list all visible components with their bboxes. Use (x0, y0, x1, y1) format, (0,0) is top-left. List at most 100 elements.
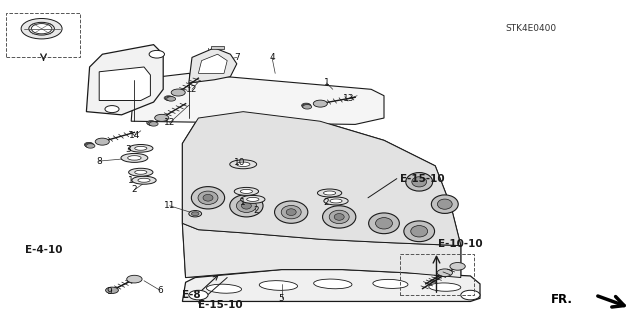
Ellipse shape (330, 199, 342, 203)
Polygon shape (198, 54, 227, 73)
Circle shape (95, 138, 109, 145)
Circle shape (155, 114, 169, 121)
Circle shape (164, 96, 173, 100)
Circle shape (450, 263, 465, 270)
Text: 12: 12 (186, 85, 198, 94)
Text: 8: 8 (97, 157, 102, 166)
Circle shape (31, 24, 52, 34)
Ellipse shape (259, 281, 298, 290)
Ellipse shape (230, 195, 263, 217)
Ellipse shape (241, 189, 253, 193)
Circle shape (85, 143, 94, 148)
Ellipse shape (376, 218, 392, 229)
Text: STK4E0400: STK4E0400 (506, 24, 557, 33)
Text: 9: 9 (106, 287, 111, 296)
Polygon shape (189, 48, 237, 83)
Ellipse shape (286, 209, 296, 216)
Circle shape (86, 144, 95, 148)
Text: 1: 1 (324, 78, 329, 87)
Ellipse shape (138, 178, 150, 182)
Text: E-15-10: E-15-10 (400, 174, 445, 184)
Circle shape (461, 290, 480, 300)
Ellipse shape (230, 160, 257, 169)
Ellipse shape (314, 279, 352, 289)
Ellipse shape (437, 199, 452, 209)
Circle shape (106, 287, 118, 293)
Circle shape (105, 106, 119, 113)
Circle shape (303, 105, 312, 109)
Polygon shape (182, 112, 461, 278)
Ellipse shape (241, 195, 265, 204)
Ellipse shape (334, 214, 344, 220)
Ellipse shape (241, 203, 252, 209)
Ellipse shape (323, 206, 356, 228)
Ellipse shape (317, 189, 342, 197)
Text: 6: 6 (157, 286, 163, 295)
Polygon shape (182, 223, 461, 278)
Text: 1: 1 (241, 198, 246, 207)
Text: 1: 1 (129, 176, 134, 185)
Ellipse shape (406, 173, 433, 191)
Ellipse shape (129, 145, 153, 152)
Circle shape (301, 103, 310, 108)
Text: FR.: FR. (551, 293, 573, 306)
Circle shape (127, 275, 142, 283)
Ellipse shape (412, 177, 427, 187)
Circle shape (437, 269, 452, 277)
Text: 2: 2 (132, 185, 137, 194)
Text: E-15-10: E-15-10 (198, 300, 243, 310)
Text: 12: 12 (164, 118, 175, 127)
Bar (6, 13, 80, 57)
Ellipse shape (431, 195, 458, 213)
Text: 2: 2 (324, 198, 329, 207)
Circle shape (302, 104, 311, 108)
Text: 14: 14 (129, 131, 140, 140)
Circle shape (171, 89, 185, 96)
Ellipse shape (135, 146, 147, 150)
Ellipse shape (411, 226, 428, 237)
Ellipse shape (281, 205, 301, 219)
Text: 4: 4 (269, 53, 275, 62)
Ellipse shape (129, 168, 153, 176)
Circle shape (149, 122, 158, 126)
Text: 2: 2 (253, 206, 259, 215)
Ellipse shape (121, 153, 148, 162)
Polygon shape (131, 73, 384, 124)
Ellipse shape (404, 221, 435, 242)
Circle shape (165, 96, 174, 101)
Circle shape (84, 142, 93, 147)
Ellipse shape (234, 188, 259, 195)
Polygon shape (182, 112, 461, 246)
Ellipse shape (128, 156, 141, 160)
Ellipse shape (207, 284, 241, 293)
Text: 3: 3 (125, 145, 131, 154)
Text: 10: 10 (234, 158, 246, 167)
Circle shape (191, 212, 199, 216)
Text: 5: 5 (279, 294, 284, 303)
Ellipse shape (324, 191, 336, 195)
Ellipse shape (373, 279, 408, 288)
Ellipse shape (275, 201, 308, 223)
Circle shape (149, 50, 164, 58)
Circle shape (21, 19, 62, 39)
Ellipse shape (247, 197, 259, 201)
Text: 13: 13 (343, 94, 355, 103)
Polygon shape (182, 270, 480, 301)
Ellipse shape (429, 283, 461, 291)
Text: 7: 7 (234, 53, 239, 62)
Ellipse shape (191, 187, 225, 209)
Ellipse shape (132, 176, 156, 184)
Bar (400, 254, 474, 295)
Circle shape (166, 97, 175, 101)
Ellipse shape (237, 162, 250, 167)
Circle shape (147, 121, 156, 125)
Polygon shape (86, 45, 163, 115)
Ellipse shape (236, 199, 257, 212)
Circle shape (189, 211, 202, 217)
Text: 11: 11 (164, 201, 175, 210)
Text: E-8: E-8 (182, 290, 201, 300)
Circle shape (148, 121, 157, 126)
Circle shape (313, 100, 327, 107)
Polygon shape (99, 67, 150, 100)
Ellipse shape (135, 170, 147, 174)
